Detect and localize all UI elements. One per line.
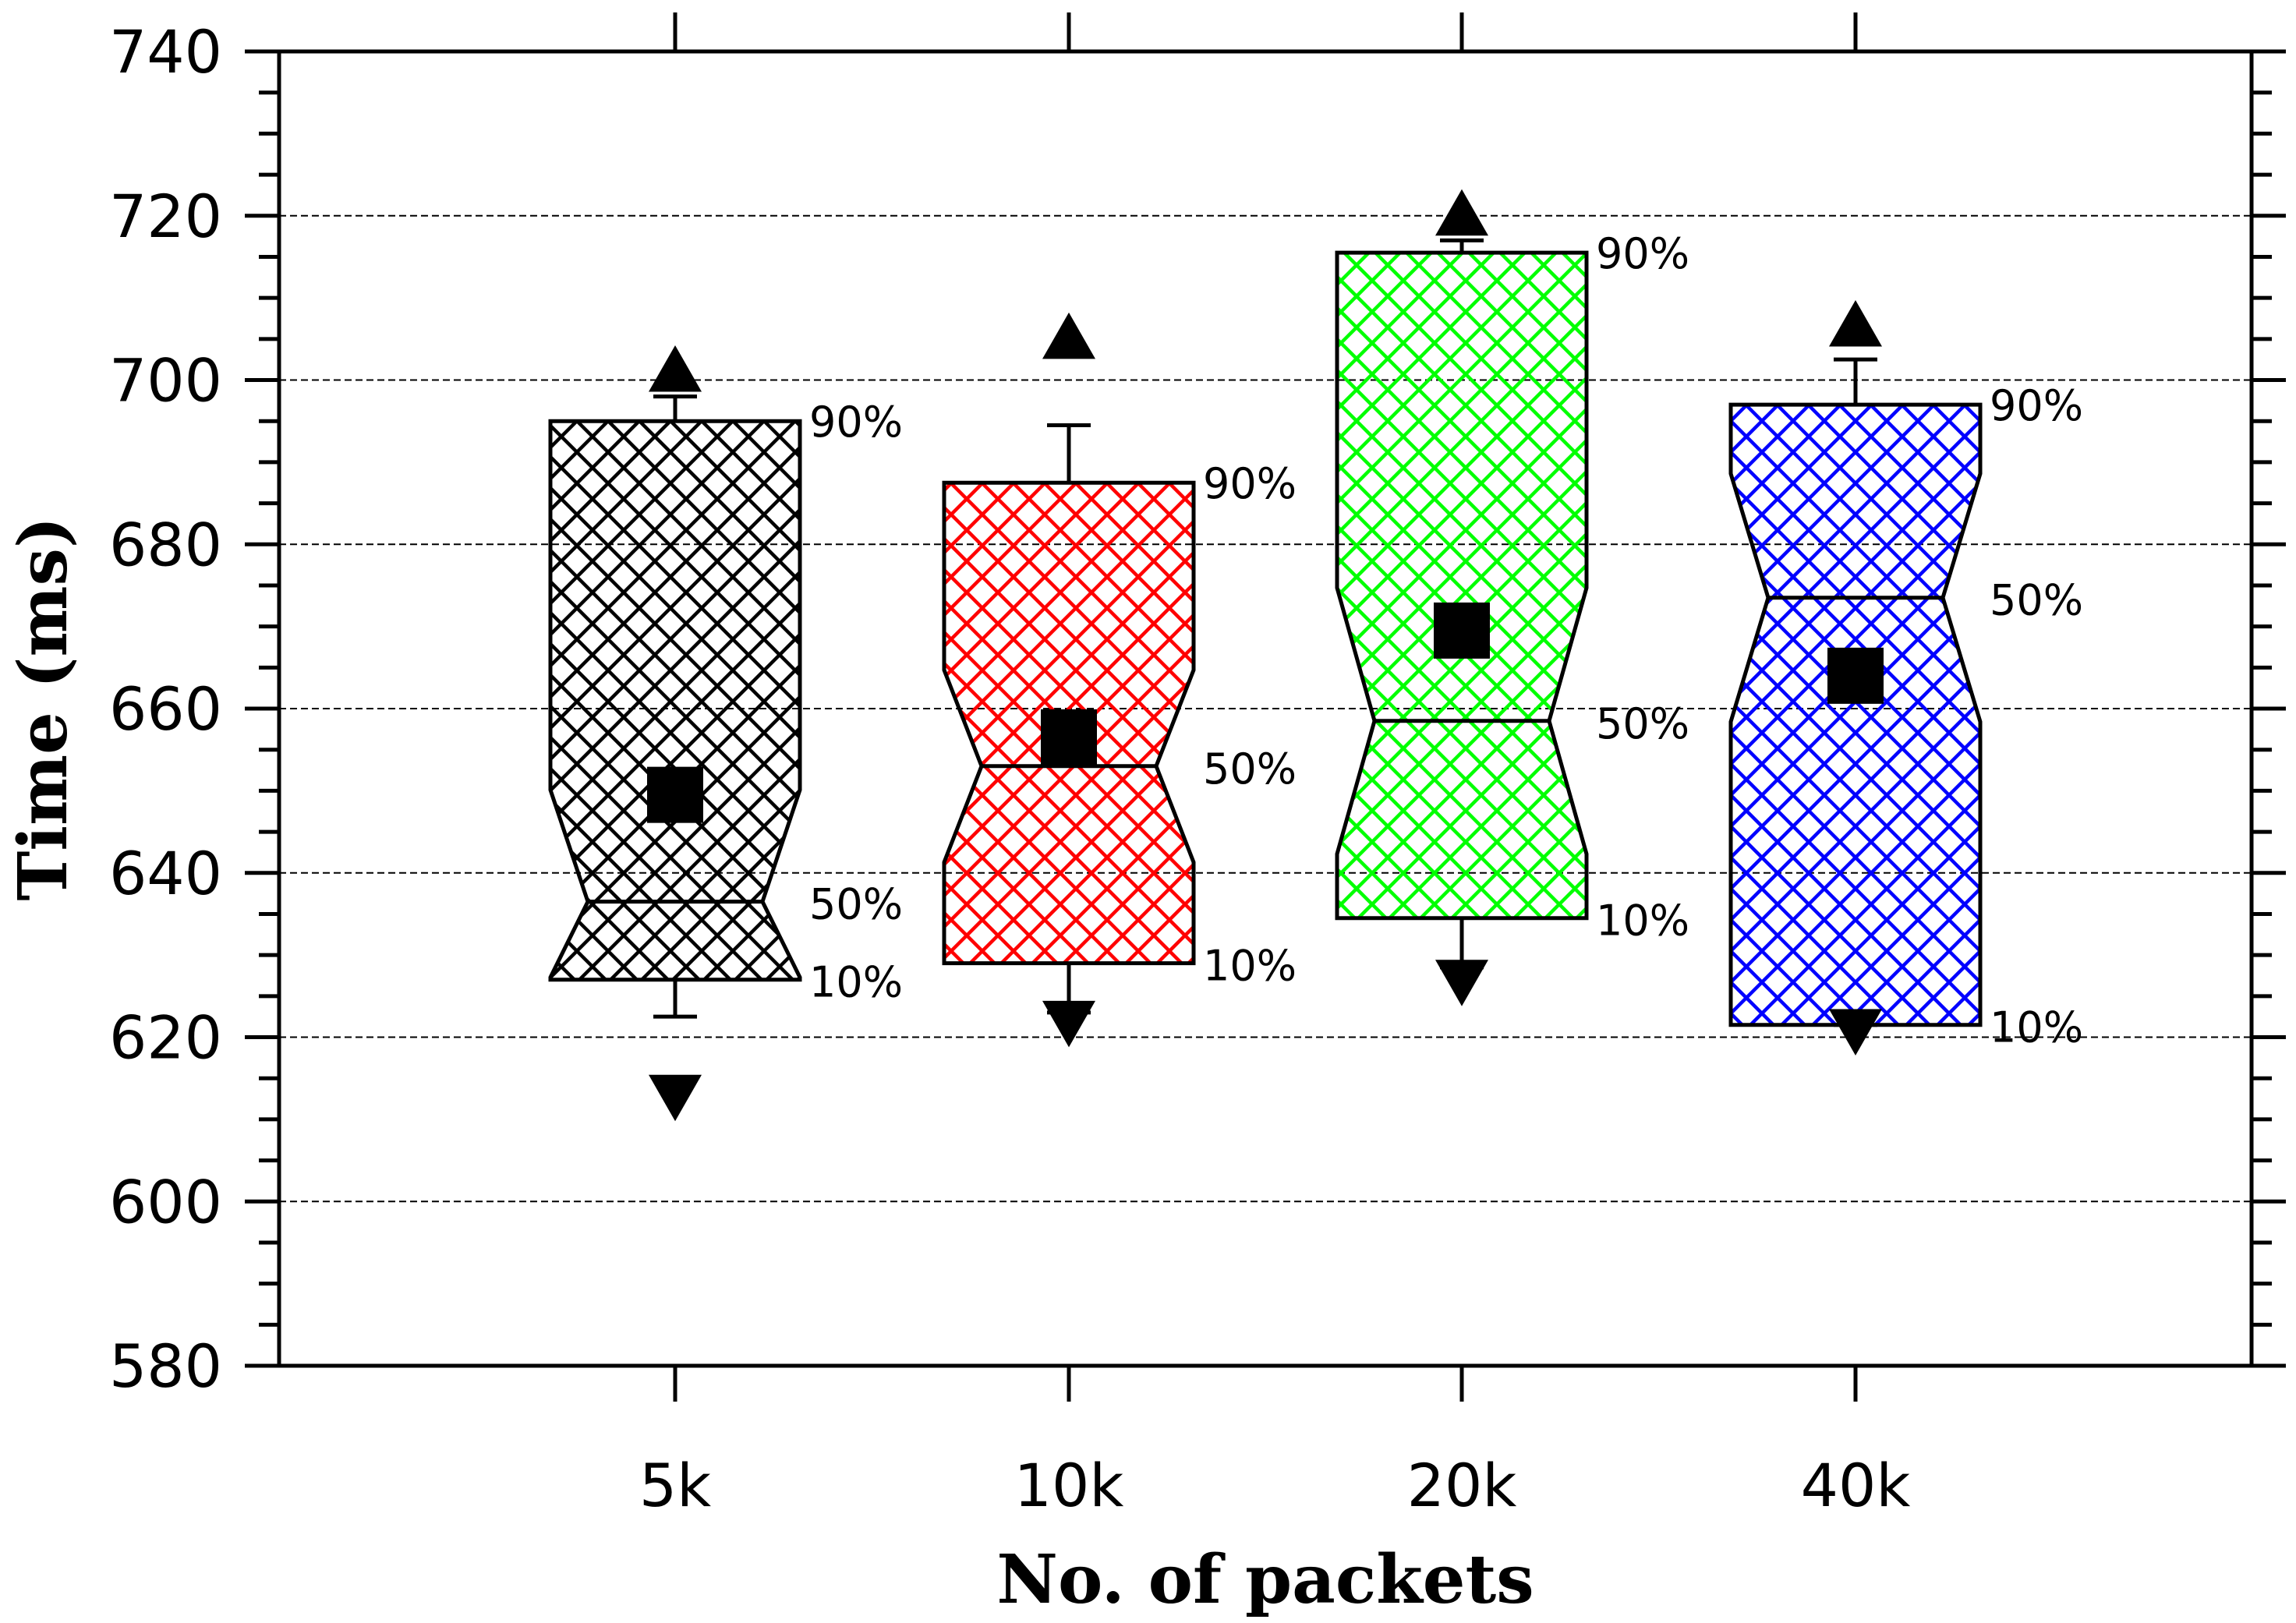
label-50: 50% [1596, 699, 1689, 748]
label-90: 90% [1203, 459, 1297, 508]
mean-marker [1041, 709, 1097, 766]
max-marker [649, 345, 702, 392]
label-50: 50% [1990, 576, 2083, 625]
label-90: 90% [809, 398, 903, 447]
x-tick-label: 10k [1014, 1451, 1124, 1520]
min-marker [649, 1074, 702, 1122]
y-tick-label: 680 [109, 510, 222, 579]
y-tick-label: 580 [109, 1331, 222, 1401]
max-marker [1435, 189, 1488, 236]
label-10: 10% [809, 958, 903, 1007]
y-tick-label: 640 [109, 839, 222, 908]
label-50: 50% [809, 880, 903, 929]
axis-ticks [245, 12, 2286, 1402]
y-tick-label: 600 [109, 1167, 222, 1236]
box-body [1728, 402, 1983, 1027]
max-marker [1042, 312, 1095, 359]
label-10: 10% [1596, 896, 1689, 946]
min-marker [1829, 1009, 1882, 1055]
box-20k: 90% 50% 10% [1335, 189, 1689, 1006]
boxes: 90% 50% 10% 90% 50% 10% 90% 50% 10% 90% 50% 10% [548, 189, 2083, 1122]
x-axis-title: No. of packets [996, 1540, 1534, 1619]
label-90: 90% [1596, 229, 1689, 278]
label-10: 10% [1203, 942, 1297, 991]
x-tick-label: 20k [1407, 1451, 1517, 1520]
y-tick-label: 660 [109, 674, 222, 744]
label-50: 50% [1203, 744, 1297, 794]
y-tick-label: 740 [109, 17, 222, 87]
min-marker [1042, 1000, 1095, 1048]
box-10k: 90% 50% 10% [942, 312, 1297, 1048]
box-body [1335, 250, 1589, 921]
mean-marker [647, 766, 703, 823]
label-90: 90% [1990, 381, 2083, 430]
box-body [548, 419, 802, 982]
box-40k: 90% 50% 10% [1728, 300, 2083, 1055]
max-marker [1829, 300, 1882, 347]
box-5k: 90% 50% 10% [548, 345, 903, 1122]
mean-marker [1434, 602, 1490, 659]
y-tick-label: 620 [109, 1003, 222, 1073]
y-tick-label: 700 [109, 346, 222, 415]
mean-marker [1827, 647, 1884, 704]
label-10: 10% [1990, 1003, 2083, 1052]
x-tick-label: 5k [639, 1451, 711, 1520]
y-axis-title: Time (ms) [4, 516, 83, 900]
x-tick-labels: 5k 10k 20k 40k [639, 1451, 1911, 1520]
min-marker [1435, 960, 1488, 1006]
x-tick-label: 40k [1801, 1451, 1911, 1520]
y-tick-label: 720 [109, 182, 222, 251]
y-tick-labels: 580 600 620 640 660 680 700 720 740 [109, 17, 222, 1401]
